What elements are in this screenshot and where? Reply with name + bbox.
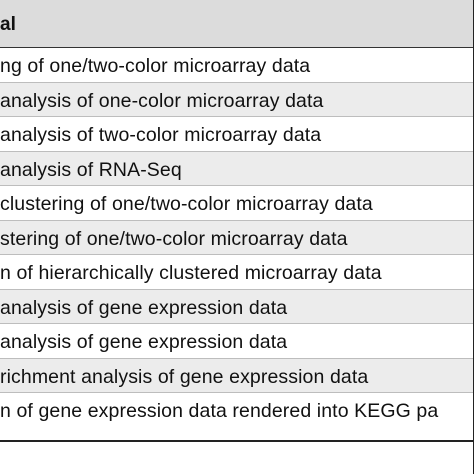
table-row: analysis of one-color microarray data xyxy=(0,82,474,117)
table-cell: clustering of one/two-color microarray d… xyxy=(0,193,373,215)
table-header-cell: al xyxy=(0,14,16,35)
table-cell: richment analysis of gene expression dat… xyxy=(0,365,369,388)
table-cell: analysis of RNA-Seq xyxy=(0,158,182,181)
table-cell: stering of one/two-color microarray data xyxy=(0,227,348,250)
table-cell: analysis of one-color microarray data xyxy=(0,89,324,112)
table-row: clustering of one/two-color microarray d… xyxy=(0,186,474,221)
table-bottom-rule xyxy=(0,440,474,442)
table-row: richment analysis of gene expression dat… xyxy=(0,358,474,393)
table-row: n of hierarchically clustered microarray… xyxy=(0,255,474,290)
table-header-row: al xyxy=(0,0,474,48)
table-row: n of gene expression data rendered into … xyxy=(0,393,474,428)
table-cell: n of hierarchically clustered microarray… xyxy=(0,262,382,284)
table-cell: analysis of gene expression data xyxy=(0,296,288,319)
table-row: analysis of RNA-Seq xyxy=(0,151,474,186)
table-cell: analysis of gene expression data xyxy=(0,331,288,353)
table-row: ng of one/two-color microarray data xyxy=(0,48,474,83)
table-cell: n of gene expression data rendered into … xyxy=(0,400,439,422)
table-row: analysis of two-color microarray data xyxy=(0,117,474,152)
table-row: analysis of gene expression data xyxy=(0,289,474,324)
table-cell: analysis of two-color microarray data xyxy=(0,124,322,146)
table-row: stering of one/two-color microarray data xyxy=(0,220,474,255)
table-row: analysis of gene expression data xyxy=(0,324,474,359)
table-cell: ng of one/two-color microarray data xyxy=(0,55,311,77)
